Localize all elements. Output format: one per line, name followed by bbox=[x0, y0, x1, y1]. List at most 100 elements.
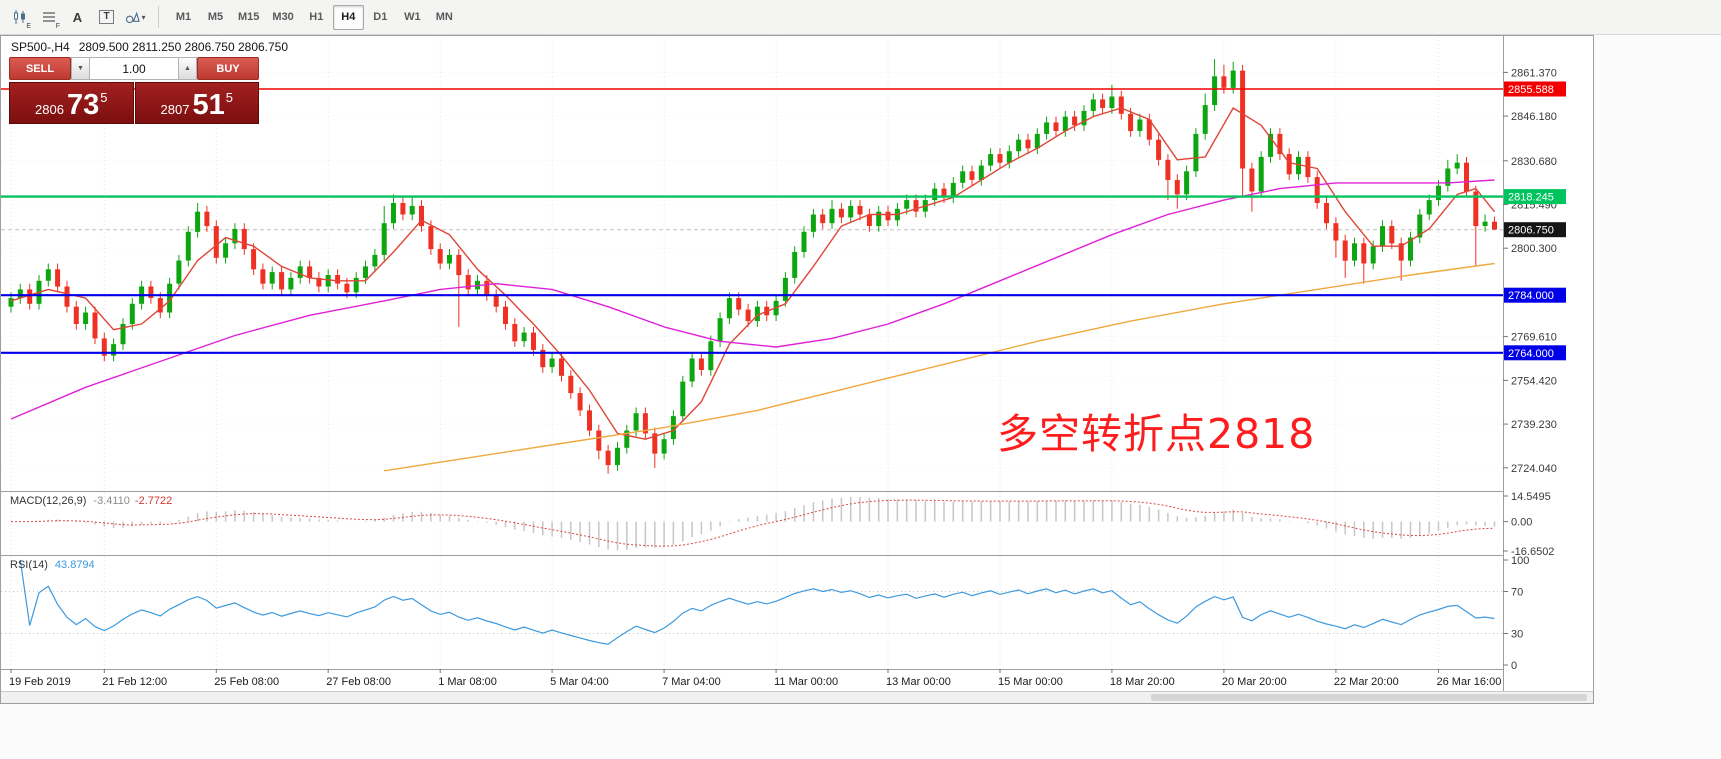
svg-text:2861.370: 2861.370 bbox=[1511, 67, 1557, 79]
rsi-value: 43.8794 bbox=[54, 559, 95, 571]
toolbar-separator bbox=[158, 6, 159, 28]
svg-text:100: 100 bbox=[1511, 555, 1529, 567]
svg-text:2855.588: 2855.588 bbox=[1508, 84, 1554, 96]
horizontal-line-objects[interactable] bbox=[1, 88, 1503, 354]
template-icon: T bbox=[99, 10, 114, 24]
trade-controls-row: SELL ▼ ▲ BUY bbox=[9, 57, 259, 80]
buy-price-sup: 5 bbox=[225, 90, 233, 105]
svg-text:14.5495: 14.5495 bbox=[1511, 491, 1551, 503]
text-label-button[interactable]: A bbox=[64, 5, 91, 30]
svg-text:27 Feb 08:00: 27 Feb 08:00 bbox=[326, 676, 391, 688]
macd-main-value: -3.4110 bbox=[93, 495, 130, 507]
svg-text:2818.245: 2818.245 bbox=[1508, 192, 1554, 204]
svg-text:2724.040: 2724.040 bbox=[1511, 463, 1557, 475]
volume-increase-button[interactable]: ▲ bbox=[178, 57, 197, 80]
svg-text:21 Feb 12:00: 21 Feb 12:00 bbox=[102, 676, 167, 688]
buy-price-prefix: 2807 bbox=[160, 102, 190, 118]
svg-text:25 Feb 08:00: 25 Feb 08:00 bbox=[214, 676, 279, 688]
horizontal-scrollbar[interactable] bbox=[1, 691, 1593, 703]
candlestick-chart-button[interactable]: E bbox=[6, 5, 33, 30]
ma-slow-line bbox=[384, 262, 1495, 472]
price-badge: 2806.750 bbox=[1504, 222, 1566, 238]
svg-text:-16.6502: -16.6502 bbox=[1511, 546, 1554, 558]
svg-text:18 Mar 20:00: 18 Mar 20:00 bbox=[1110, 676, 1175, 688]
svg-text:5 Mar 04:00: 5 Mar 04:00 bbox=[550, 676, 609, 688]
indicator-list-button[interactable]: F bbox=[35, 5, 62, 30]
macd-name-text: MACD(12,26,9) bbox=[10, 495, 87, 507]
draw-shapes-button[interactable]: ▾ bbox=[122, 5, 149, 30]
price-badge: 2855.588 bbox=[1504, 81, 1566, 97]
chart-symbol-label: SP500-,H4 2809.500 2811.250 2806.750 2806… bbox=[11, 40, 288, 54]
svg-text:19 Feb 2019: 19 Feb 2019 bbox=[9, 676, 71, 688]
draw-shapes-icon bbox=[126, 11, 141, 23]
time-axis[interactable]: 19 Feb 2019 21 Feb 12:00 25 Feb 08:00 27 Fe… bbox=[9, 669, 1501, 688]
toolbar: E F A T ▾ M1 M5 M15 M30 H1 H4 D bbox=[0, 0, 1721, 35]
toolbar-badge: F bbox=[55, 22, 60, 30]
macd-indicator-label: MACD(12,26,9) -3.4110 -2.7722 bbox=[10, 495, 172, 507]
svg-text:11 Mar 00:00: 11 Mar 00:00 bbox=[774, 676, 838, 688]
svg-text:30: 30 bbox=[1511, 629, 1523, 641]
svg-text:2739.230: 2739.230 bbox=[1511, 419, 1557, 431]
ma-fast-line bbox=[10, 107, 1496, 440]
timeframe-button-h1[interactable]: H1 bbox=[301, 5, 332, 30]
svg-text:15 Mar 00:00: 15 Mar 00:00 bbox=[998, 676, 1063, 688]
price-axis[interactable]: 2861.3702846.1802830.6802815.4902800.300… bbox=[1503, 36, 1593, 691]
macd-signal-value: -2.7722 bbox=[134, 495, 173, 507]
price-badge: 2764.000 bbox=[1504, 345, 1566, 361]
chart-annotation-text[interactable]: 多空转折点2818 bbox=[997, 410, 1316, 458]
timeframe-button-m1[interactable]: M1 bbox=[168, 5, 199, 30]
svg-text:2769.610: 2769.610 bbox=[1511, 332, 1557, 344]
buy-price-display[interactable]: 2807 51 5 bbox=[134, 82, 259, 124]
trade-prices-row: 2806 73 5 2807 51 5 bbox=[9, 82, 259, 124]
svg-text:0: 0 bbox=[1511, 660, 1517, 672]
timeframe-button-m5[interactable]: M5 bbox=[200, 5, 231, 30]
svg-text:2806.750: 2806.750 bbox=[1508, 225, 1554, 237]
buy-price-big: 51 bbox=[192, 89, 225, 122]
one-click-trading-panel: SELL ▼ ▲ BUY 2806 73 5 2807 51 5 bbox=[9, 57, 259, 124]
svg-text:20 Mar 20:00: 20 Mar 20:00 bbox=[1222, 676, 1287, 688]
template-button[interactable]: T bbox=[93, 5, 120, 30]
buy-button[interactable]: BUY bbox=[197, 57, 259, 80]
timeframe-button-m30[interactable]: M30 bbox=[266, 5, 299, 30]
svg-text:2784.000: 2784.000 bbox=[1508, 290, 1554, 302]
svg-text:1 Mar 08:00: 1 Mar 08:00 bbox=[438, 676, 497, 688]
sell-button[interactable]: SELL bbox=[9, 57, 71, 80]
rsi-name-text: RSI(14) bbox=[10, 559, 48, 571]
chart-background bbox=[1, 36, 1593, 703]
svg-text:22 Mar 20:00: 22 Mar 20:00 bbox=[1334, 676, 1399, 688]
price-badge: 2818.245 bbox=[1504, 189, 1566, 205]
svg-text:2754.420: 2754.420 bbox=[1511, 375, 1557, 387]
volume-input[interactable] bbox=[90, 57, 178, 80]
svg-text:2846.180: 2846.180 bbox=[1511, 111, 1557, 123]
symbol-period-text: SP500-,H4 bbox=[11, 40, 70, 54]
svg-text:2764.000: 2764.000 bbox=[1508, 348, 1554, 360]
indicator-list-icon bbox=[42, 12, 55, 22]
timeframe-button-d1[interactable]: D1 bbox=[365, 5, 396, 30]
macd-indicator bbox=[11, 497, 1496, 551]
svg-text:2830.680: 2830.680 bbox=[1511, 156, 1557, 168]
rsi-indicator bbox=[1, 559, 1503, 645]
text-label-icon: A bbox=[72, 9, 83, 25]
volume-decrease-button[interactable]: ▼ bbox=[71, 57, 90, 80]
svg-text:26 Mar 16:00: 26 Mar 16:00 bbox=[1437, 676, 1502, 688]
toolbar-badge: E bbox=[26, 22, 31, 30]
sell-price-prefix: 2806 bbox=[35, 102, 64, 118]
svg-text:13 Mar 00:00: 13 Mar 00:00 bbox=[886, 676, 951, 688]
timeframe-button-h4[interactable]: H4 bbox=[332, 4, 364, 30]
dropdown-caret-icon: ▾ bbox=[141, 12, 146, 22]
svg-text:2800.300: 2800.300 bbox=[1511, 243, 1557, 255]
timeframe-button-m15[interactable]: M15 bbox=[232, 5, 265, 30]
candlestick-chart-icon bbox=[13, 10, 25, 24]
sell-price-display[interactable]: 2806 73 5 bbox=[9, 82, 134, 124]
price-badge: 2784.000 bbox=[1504, 287, 1566, 303]
sell-price-big: 73 bbox=[66, 89, 100, 122]
timeframe-button-w1[interactable]: W1 bbox=[397, 5, 428, 30]
timeframe-button-mn[interactable]: MN bbox=[429, 5, 460, 30]
svg-text:7 Mar 04:00: 7 Mar 04:00 bbox=[662, 676, 721, 688]
chart-canvas[interactable]: 2861.3702846.1802830.6802815.4902800.300… bbox=[1, 36, 1593, 703]
chart-window: 2861.370 2846.180 2830.680 2815.490 2800.300… bbox=[0, 35, 1594, 704]
rsi-indicator-label: RSI(14) 43.8794 bbox=[10, 559, 95, 571]
svg-text:70: 70 bbox=[1511, 587, 1523, 599]
horizontal-scrollbar-thumb[interactable] bbox=[1151, 694, 1587, 701]
